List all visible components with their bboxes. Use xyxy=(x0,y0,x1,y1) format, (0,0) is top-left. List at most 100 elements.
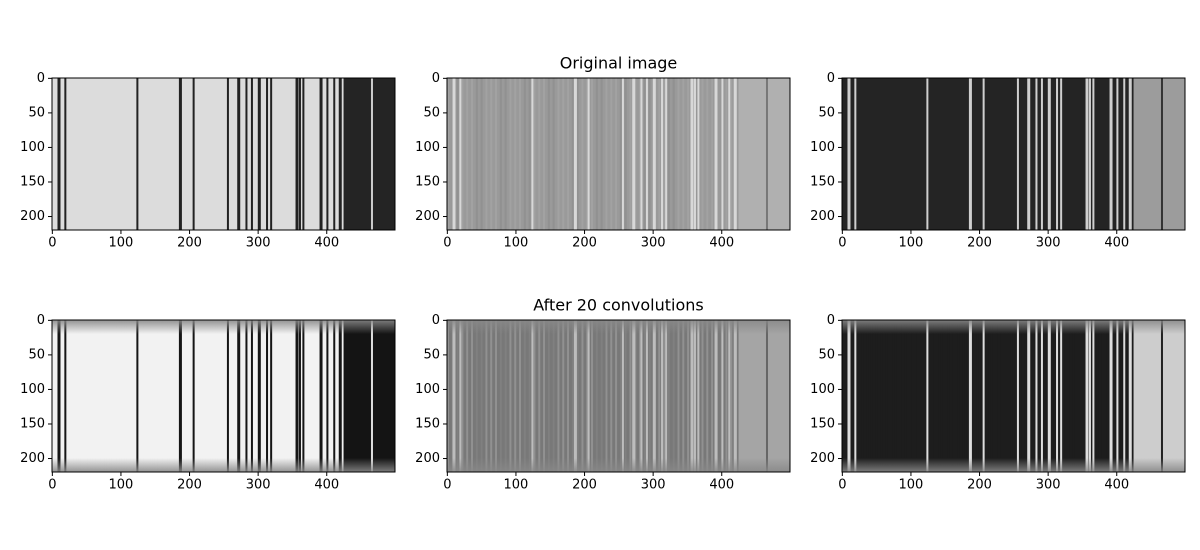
texture xyxy=(335,320,338,472)
texture xyxy=(71,78,74,230)
stripe xyxy=(1027,78,1031,230)
texture xyxy=(1005,320,1008,472)
texture xyxy=(1120,78,1123,230)
stripe xyxy=(1035,78,1038,230)
texture xyxy=(523,320,526,472)
texture xyxy=(634,78,637,230)
texture xyxy=(181,78,184,230)
texture xyxy=(104,320,107,472)
texture xyxy=(600,320,603,472)
texture xyxy=(480,78,483,230)
texture xyxy=(268,78,271,230)
texture xyxy=(605,78,608,230)
stripe xyxy=(319,320,323,472)
fade xyxy=(447,458,790,472)
fade xyxy=(447,320,790,334)
x-tick-label: 0 xyxy=(443,236,451,251)
texture xyxy=(866,320,869,472)
stripe xyxy=(295,320,299,472)
texture xyxy=(1005,78,1008,230)
texture xyxy=(282,320,285,472)
stripe xyxy=(1160,78,1163,230)
texture xyxy=(677,78,680,230)
texture xyxy=(663,320,666,472)
stripe xyxy=(250,320,253,472)
texture xyxy=(263,78,266,230)
texture xyxy=(90,320,93,472)
texture xyxy=(562,78,565,230)
texture xyxy=(138,320,141,472)
texture xyxy=(971,78,974,230)
x-tick-label: 300 xyxy=(246,478,271,493)
texture xyxy=(471,78,474,230)
texture xyxy=(543,320,546,472)
texture xyxy=(215,78,218,230)
stripe xyxy=(690,320,694,472)
stripe xyxy=(270,320,273,472)
texture xyxy=(880,320,883,472)
image xyxy=(52,320,395,472)
stripe xyxy=(847,78,851,230)
texture xyxy=(1072,320,1075,472)
texture xyxy=(186,78,189,230)
texture xyxy=(495,78,498,230)
stripe xyxy=(298,78,301,230)
texture xyxy=(85,320,88,472)
texture xyxy=(615,320,618,472)
texture xyxy=(557,78,560,230)
y-tick-label: 0 xyxy=(37,71,45,86)
y-tick-label: 150 xyxy=(810,416,835,431)
texture xyxy=(899,78,902,230)
x-tick-label: 400 xyxy=(314,236,339,251)
texture xyxy=(933,78,936,230)
texture xyxy=(133,78,136,230)
texture xyxy=(109,78,112,230)
texture xyxy=(224,78,227,230)
stripe xyxy=(298,320,301,472)
texture xyxy=(114,78,117,230)
stripe xyxy=(270,78,273,230)
texture xyxy=(514,78,517,230)
texture xyxy=(490,320,493,472)
texture xyxy=(248,78,251,230)
stripe xyxy=(338,320,342,472)
texture xyxy=(643,78,646,230)
stripe xyxy=(338,78,342,230)
texture xyxy=(682,320,685,472)
texture xyxy=(1029,78,1032,230)
texture xyxy=(1067,78,1070,230)
y-tick-label: 150 xyxy=(810,174,835,189)
texture xyxy=(624,78,627,230)
image-background xyxy=(842,320,1185,472)
texture xyxy=(66,320,69,472)
texture xyxy=(648,78,651,230)
y-tick-label: 50 xyxy=(818,105,835,120)
image xyxy=(842,320,1185,472)
stripe xyxy=(573,78,577,230)
texture xyxy=(711,320,714,472)
texture xyxy=(128,78,131,230)
texture xyxy=(643,320,646,472)
texture xyxy=(947,320,950,472)
texture xyxy=(167,320,170,472)
texture xyxy=(1125,320,1128,472)
texture xyxy=(514,320,517,472)
texture xyxy=(648,320,651,472)
stripe xyxy=(665,320,668,472)
texture xyxy=(952,78,955,230)
y-tick-label: 200 xyxy=(20,451,45,466)
stripe xyxy=(1085,78,1089,230)
texture xyxy=(205,320,208,472)
texture xyxy=(205,78,208,230)
texture xyxy=(914,78,917,230)
x-tick-label: 300 xyxy=(1036,478,1061,493)
texture xyxy=(1101,320,1104,472)
stripe xyxy=(1092,320,1095,472)
texture xyxy=(870,320,873,472)
texture xyxy=(272,78,275,230)
texture xyxy=(890,78,893,230)
texture xyxy=(80,320,83,472)
stripe xyxy=(733,320,737,472)
stripe xyxy=(326,78,329,230)
texture xyxy=(995,320,998,472)
